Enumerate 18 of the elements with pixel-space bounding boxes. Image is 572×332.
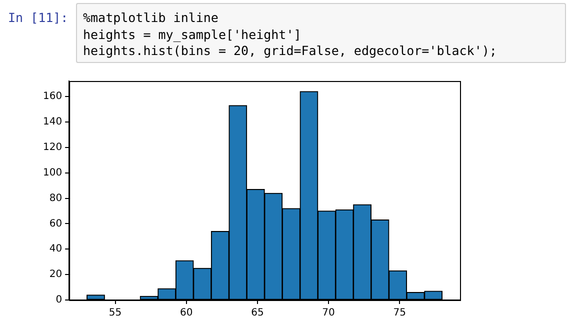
y-tick-label: 0: [56, 294, 62, 306]
y-tick-label: 120: [42, 142, 62, 153]
x-tick-label: 75: [393, 308, 406, 319]
y-tick-label: 60: [49, 218, 62, 230]
y-tick-label: 20: [49, 269, 62, 280]
y-tick-label: 80: [49, 192, 62, 204]
text: %matplotlib inline: [83, 10, 220, 26]
x-tick-label: 65: [251, 308, 264, 319]
y-tick-label: 100: [42, 167, 62, 178]
text: heights = my_sample['height']: [83, 26, 302, 43]
x-tick-label: 70: [322, 308, 335, 319]
text: In [11]:: [8, 10, 68, 25]
y-tick-label: 160: [42, 91, 62, 102]
text: heights.hist(bins = 20, grid=False, edgecolor='black');: [83, 43, 498, 60]
x-tick-label: 55: [108, 308, 122, 319]
x-tick-label: 60: [180, 308, 193, 319]
y-tick-label: 40: [49, 244, 62, 255]
y-tick-label: 140: [42, 116, 62, 128]
